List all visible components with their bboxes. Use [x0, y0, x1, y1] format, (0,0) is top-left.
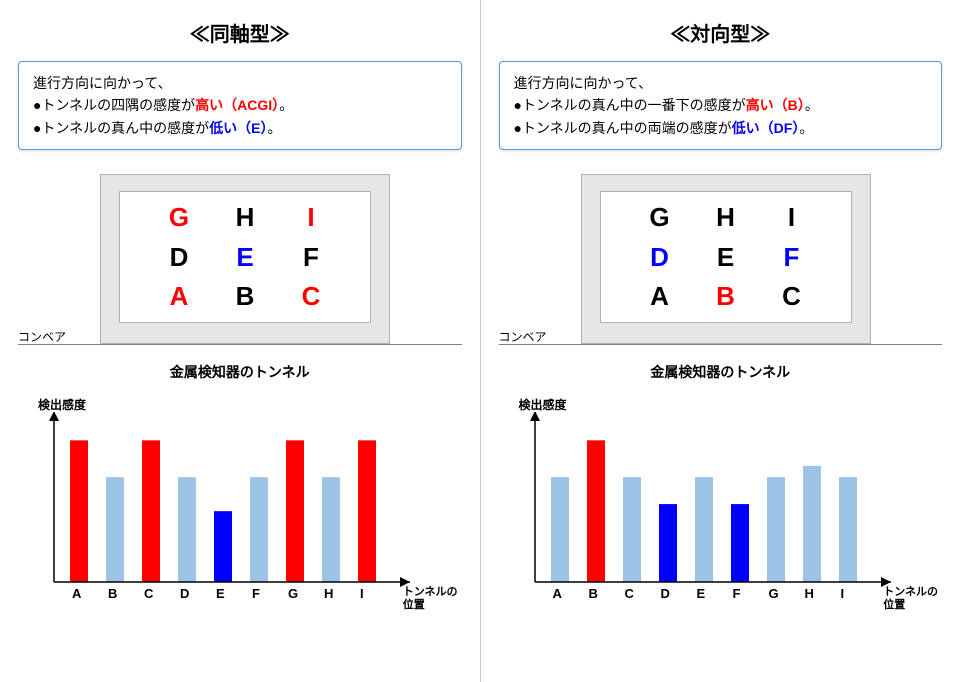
chart-bar: [250, 477, 268, 582]
desc-intro: 進行方向に向かって、: [514, 72, 928, 94]
desc-high: 高い（ACGI）: [195, 97, 279, 113]
right-panel: ≪対向型≫ 進行方向に向かって、 ●トンネルの真ん中の一番下の感度が高い（B）。…: [481, 0, 960, 682]
chart-bar: [178, 477, 196, 582]
tunnel-outer: G H I D E F A B C: [581, 174, 871, 344]
left-title: ≪同軸型≫: [18, 18, 462, 47]
desc-line2: ●トンネルの真ん中の感度が低い（E）。: [33, 117, 447, 139]
chart-category: I: [841, 586, 877, 601]
chart-xlabel: トンネルの位置: [883, 586, 938, 612]
tunnel-letter: I: [788, 202, 795, 233]
tunnel-letter: F: [784, 242, 800, 273]
desc-low: 低い（DF）: [732, 120, 800, 136]
tunnel-letter: C: [302, 281, 321, 312]
tunnel-outer: G H I D E F A B C: [100, 174, 390, 344]
tunnel-letter: E: [717, 242, 734, 273]
chart-category: B: [108, 586, 144, 601]
chart-xlabel: トンネルの位置: [403, 586, 458, 612]
chart-category-labels: ABCDEFGHI: [72, 586, 396, 601]
chart-bar: [659, 504, 677, 582]
tunnel-letter: G: [649, 202, 669, 233]
desc-high: 高い（B）: [746, 97, 805, 113]
chart-bar: [767, 477, 785, 582]
tunnel-letter: B: [716, 281, 735, 312]
chart-bar: [322, 477, 340, 582]
chart-bar: [106, 477, 124, 582]
desc-text: ●トンネルの真ん中の両端の感度が: [514, 120, 732, 136]
chart-bar: [587, 441, 605, 583]
chart-category: D: [661, 586, 697, 601]
chart-bar: [70, 441, 88, 583]
right-chart: 検出感度 ABCDEFGHI トンネルの位置: [499, 400, 943, 620]
chart-bar: [839, 477, 857, 582]
chart-svg: [40, 412, 420, 592]
tunnel-letter: F: [303, 242, 319, 273]
right-desc-box: 進行方向に向かって、 ●トンネルの真ん中の一番下の感度が高い（B）。 ●トンネル…: [499, 61, 943, 150]
tunnel-letter: I: [307, 202, 314, 233]
chart-category: C: [625, 586, 661, 601]
conveyor-line: [499, 344, 943, 345]
desc-line1: ●トンネルの真ん中の一番下の感度が高い（B）。: [514, 94, 928, 116]
chart-bar: [286, 441, 304, 583]
chart-bar: [142, 441, 160, 583]
tunnel-letter: H: [716, 202, 735, 233]
chart-bar: [623, 477, 641, 582]
tunnel-letter: A: [170, 281, 189, 312]
conveyor-label: コンベア: [499, 328, 547, 345]
chart-bar: [214, 511, 232, 582]
tunnel-letter: G: [169, 202, 189, 233]
chart-category: F: [252, 586, 288, 601]
left-chart: 検出感度 ABCDEFGHI トンネルの位置: [18, 400, 462, 620]
chart-category: A: [72, 586, 108, 601]
tunnel-letter: D: [170, 242, 189, 273]
tunnel-letter: D: [650, 242, 669, 273]
left-panel: ≪同軸型≫ 進行方向に向かって、 ●トンネルの四隅の感度が高い（ACGI）。 ●…: [0, 0, 480, 682]
right-title: ≪対向型≫: [499, 18, 943, 47]
tunnel-letter: B: [236, 281, 255, 312]
desc-low: 低い（E）: [209, 120, 267, 136]
desc-text: 。: [268, 120, 282, 136]
left-tunnel-diagram: コンベア G H I D E F A B C: [18, 174, 462, 374]
chart-category: D: [180, 586, 216, 601]
desc-text: 。: [799, 120, 813, 136]
tunnel-letter: C: [782, 281, 801, 312]
tunnel-letter: E: [236, 242, 253, 273]
chart-category: F: [733, 586, 769, 601]
chart-ylabel: 検出感度: [38, 396, 86, 413]
desc-line2: ●トンネルの真ん中の両端の感度が低い（DF）。: [514, 117, 928, 139]
conveyor-label: コンベア: [18, 328, 66, 345]
desc-text: ●トンネルの真ん中の一番下の感度が: [514, 97, 746, 113]
desc-text: 。: [805, 97, 819, 113]
chart-bar: [695, 477, 713, 582]
desc-text: ●トンネルの四隅の感度が: [33, 97, 195, 113]
right-tunnel-diagram: コンベア G H I D E F A B C: [499, 174, 943, 374]
chart-category: I: [360, 586, 396, 601]
chart-bar: [551, 477, 569, 582]
chart-category-labels: ABCDEFGHI: [553, 586, 877, 601]
desc-text: ●トンネルの真ん中の感度が: [33, 120, 209, 136]
desc-text: 。: [279, 97, 293, 113]
chart-category: E: [697, 586, 733, 601]
chart-bar: [731, 504, 749, 582]
chart-category: H: [805, 586, 841, 601]
chart-category: G: [769, 586, 805, 601]
chart-bar: [358, 441, 376, 583]
tunnel-inner: G H I D E F A B C: [600, 191, 852, 323]
chart-category: E: [216, 586, 252, 601]
chart-category: G: [288, 586, 324, 601]
desc-line1: ●トンネルの四隅の感度が高い（ACGI）。: [33, 94, 447, 116]
chart-category: A: [553, 586, 589, 601]
chart-category: H: [324, 586, 360, 601]
chart-category: C: [144, 586, 180, 601]
chart-svg: [521, 412, 901, 592]
tunnel-inner: G H I D E F A B C: [119, 191, 371, 323]
left-desc-box: 進行方向に向かって、 ●トンネルの四隅の感度が高い（ACGI）。 ●トンネルの真…: [18, 61, 462, 150]
tunnel-letter: A: [650, 281, 669, 312]
tunnel-letter: H: [236, 202, 255, 233]
chart-category: B: [589, 586, 625, 601]
conveyor-line: [18, 344, 462, 345]
chart-bar: [803, 466, 821, 582]
chart-ylabel: 検出感度: [519, 396, 567, 413]
desc-intro: 進行方向に向かって、: [33, 72, 447, 94]
